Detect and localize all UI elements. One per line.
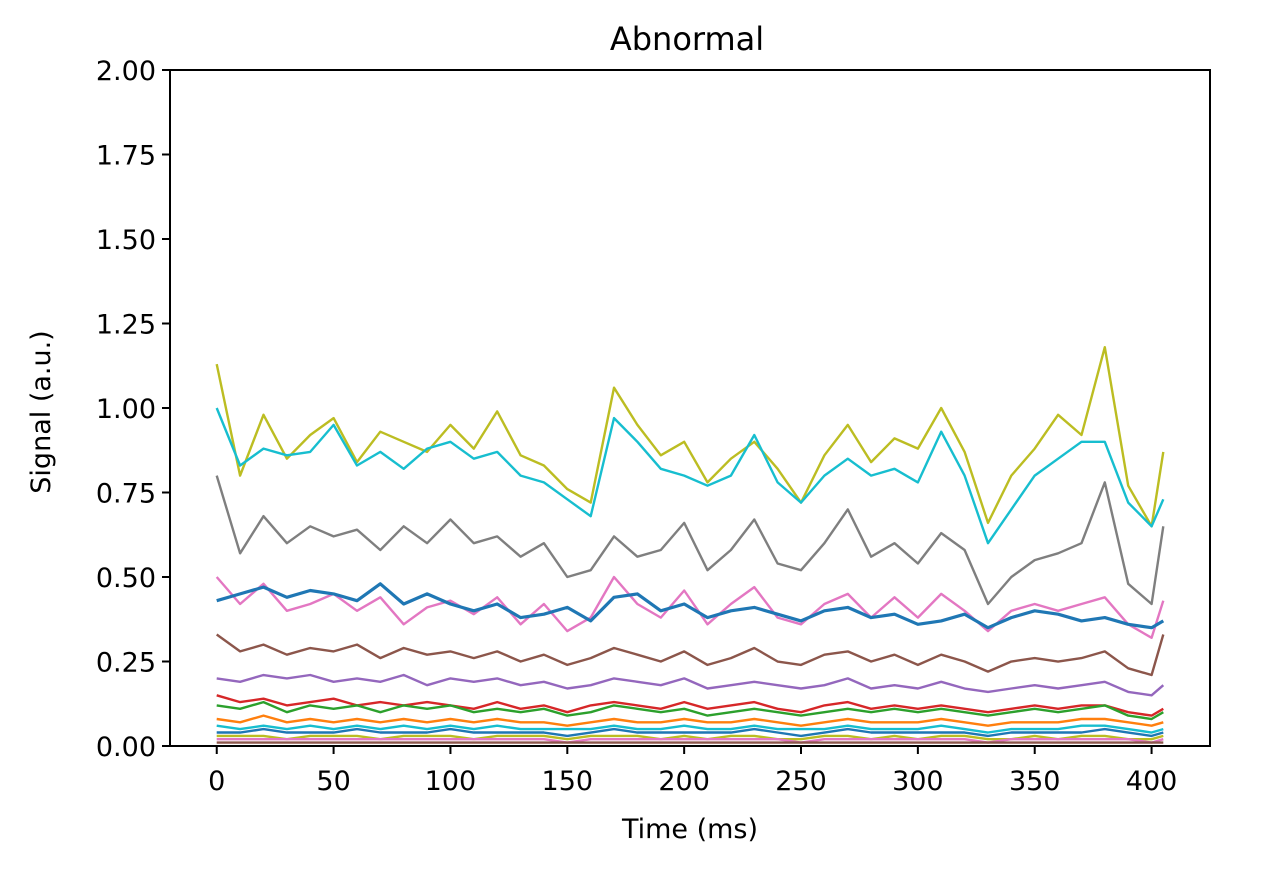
series-line-8 [216,694,1164,717]
y-tick-label: 1.25 [96,310,156,341]
y-tick-label: 0.00 [96,732,156,763]
x-tick-label: 50 [316,766,350,797]
x-axis-label: Time (ms) [621,814,758,845]
x-tick-label: 400 [1126,766,1178,797]
x-tick-label: 300 [892,766,944,797]
series-line-4 [215,575,1165,639]
plot-area-frame [169,69,1211,747]
series-line-7 [216,673,1165,697]
y-tick-label: 1.75 [96,141,156,172]
x-tick-label: 200 [658,766,710,797]
y-tick-label: 1.00 [96,394,156,425]
series-line-9 [216,700,1164,721]
series-line-5 [216,582,1165,630]
chart-title: Abnormal [610,20,764,58]
series-line-1 [215,346,1165,528]
series-line-3 [215,475,1165,606]
y-axis: 0.00 0.25 0.50 0.75 1.00 1.25 1.50 1.75 2.00 [96,56,170,763]
y-axis-label: Signal (a.u.) [26,330,57,493]
y-tick-label: 0.50 [96,563,156,594]
y-tick-label: 1.50 [96,225,156,256]
y-tick-label: 0.25 [96,648,156,679]
y-tick-label: 2.00 [96,56,156,87]
x-tick-label: 100 [425,766,477,797]
series-line-10 [216,714,1164,727]
series-layer [215,346,1165,744]
series-line-11 [216,724,1164,734]
x-tick-label: 0 [208,766,225,797]
x-tick-label: 350 [1009,766,1061,797]
x-axis: 0 50 100 150 200 250 300 350 400 [208,746,1177,797]
series-line-2 [215,407,1165,545]
x-tick-label: 250 [775,766,827,797]
x-tick-label: 150 [542,766,594,797]
series-line-6 [215,633,1165,677]
series-line-14 [216,738,1164,744]
series-line-12 [216,727,1164,738]
y-tick-label: 0.75 [96,479,156,510]
